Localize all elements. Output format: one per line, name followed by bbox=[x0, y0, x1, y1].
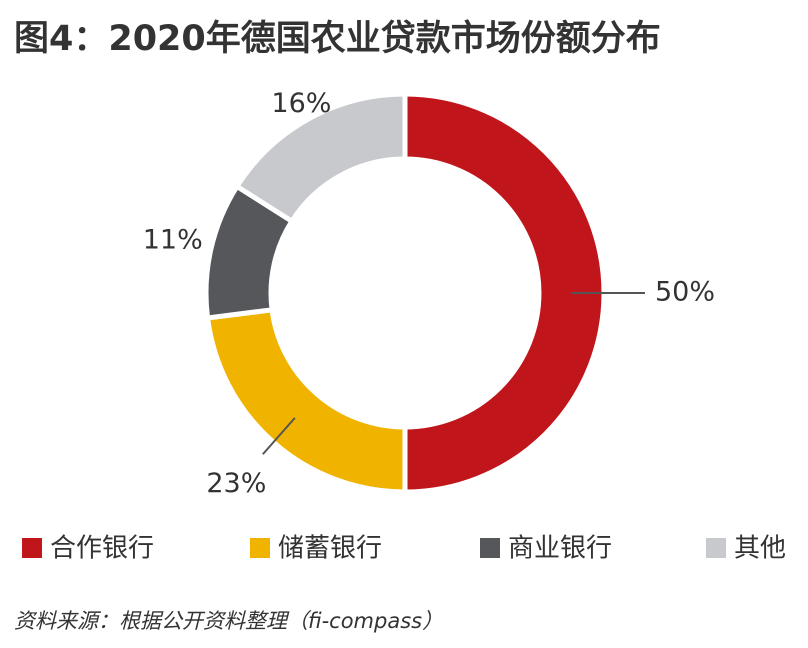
legend-swatch bbox=[480, 538, 500, 558]
leader-line bbox=[262, 417, 296, 455]
source-note: 资料来源：根据公开资料整理（fi-compass） bbox=[14, 609, 443, 633]
legend-label: 合作银行 bbox=[50, 534, 154, 564]
donut-segment bbox=[233, 91, 408, 225]
data-label: 11% bbox=[143, 225, 203, 256]
legend-swatch bbox=[22, 538, 42, 558]
legend-label: 其他 bbox=[734, 534, 786, 564]
legend-swatch bbox=[706, 538, 726, 558]
data-label: 23% bbox=[206, 468, 266, 499]
donut-segment bbox=[402, 91, 607, 495]
data-label: 50% bbox=[655, 277, 715, 308]
chart-title: 图4：2020年德国农业贷款市场份额分布 bbox=[14, 19, 661, 59]
legend-label: 储蓄银行 bbox=[278, 534, 382, 564]
data-label: 16% bbox=[271, 88, 331, 119]
legend-label: 商业银行 bbox=[508, 534, 612, 564]
donut-segment bbox=[204, 307, 408, 495]
legend-swatch bbox=[250, 538, 270, 558]
